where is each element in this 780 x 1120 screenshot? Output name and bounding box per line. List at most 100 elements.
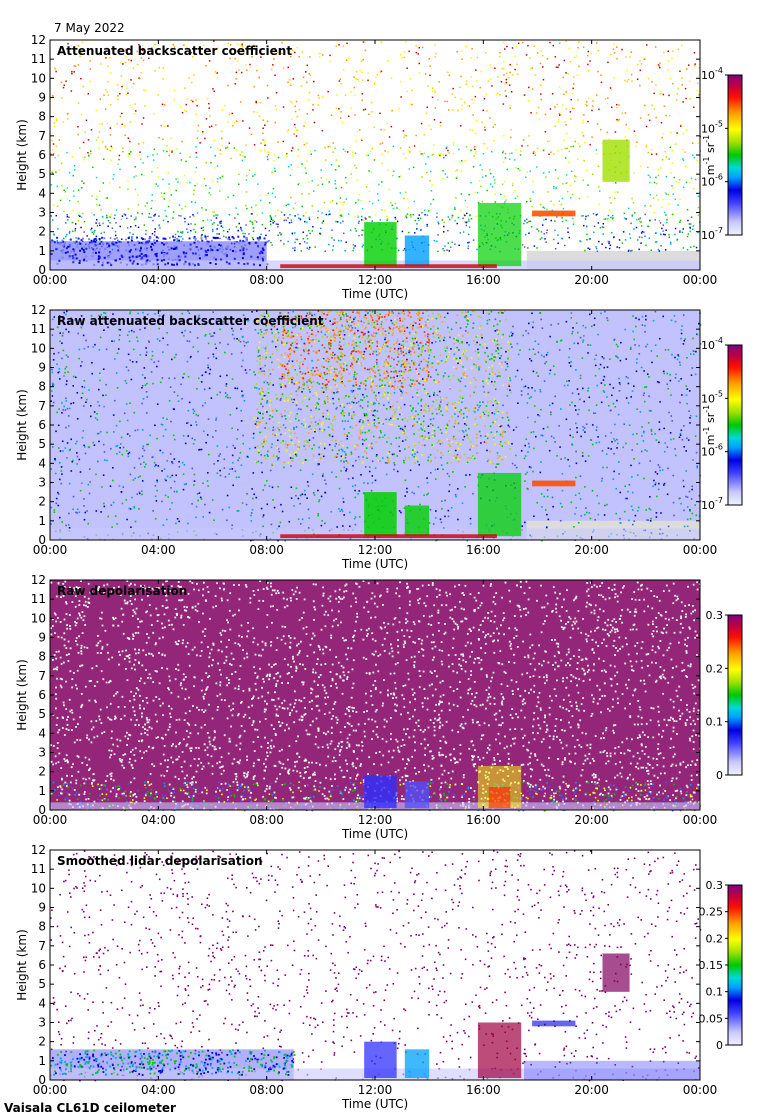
panel-title: Raw attenuated backscatter coefficient [57, 314, 324, 328]
y-tick-label: 6 [38, 688, 46, 702]
colorbar-tick-exponent: -5 [715, 389, 723, 398]
panel-title: Raw depolarisation [57, 584, 187, 598]
colorbar-unit: m-1 sr-1 [702, 135, 717, 175]
y-tick-label: 3 [38, 746, 46, 760]
y-axis-label: Height (km) [15, 929, 29, 1000]
colorbar-tick-exponent: -6 [715, 443, 723, 452]
colorbar-tick-label: 0.1 [706, 986, 724, 999]
y-tick-label: 9 [38, 631, 46, 645]
colorbar-tick-label: 0.3 [706, 879, 724, 892]
y-tick-label: 1 [38, 514, 46, 528]
colorbar-tick-label: 10-5 [701, 389, 723, 405]
y-tick-label: 2 [38, 765, 46, 779]
colorbar-tick-label: 0 [716, 769, 723, 782]
x-tick-label: 00:00 [683, 1083, 718, 1097]
y-tick-label: 9 [38, 901, 46, 915]
y-tick-label: 9 [38, 91, 46, 105]
y-axis-label: Height (km) [15, 119, 29, 190]
y-tick-label: 10 [31, 71, 46, 85]
colorbar-tick-label: 0.15 [699, 959, 724, 972]
colorbar-tick-exponent: -4 [715, 336, 723, 345]
y-tick-label: 11 [31, 592, 46, 606]
colorbar: 10-410-510-610-7m-1 sr-1 [701, 66, 743, 242]
y-tick-label: 6 [38, 418, 46, 432]
y-tick-label: 1 [38, 1054, 46, 1068]
colorbar-tick-label: 0.2 [706, 662, 724, 675]
x-tick-label: 00:00 [683, 273, 718, 287]
colorbar-tick-label: 0.25 [699, 906, 724, 919]
x-tick-label: 20:00 [574, 543, 609, 557]
x-tick-label: 12:00 [358, 813, 393, 827]
x-tick-label: 00:00 [683, 543, 718, 557]
colorbar: 0.3 0.2 0.1 0 [706, 609, 743, 782]
colorbar-tick-exponent: -5 [715, 119, 723, 128]
y-tick-label: 9 [38, 361, 46, 375]
colorbar-tick-label: 0.05 [699, 1012, 724, 1025]
heatmap-field [50, 580, 702, 812]
x-tick-label: 00:00 [33, 813, 68, 827]
y-tick-label: 12 [31, 303, 46, 317]
heatmap-field [50, 40, 701, 270]
panel-title: Attenuated backscatter coefficient [57, 44, 292, 58]
colorbar-tick-label: 0.2 [706, 932, 724, 945]
y-tick-label: 8 [38, 380, 46, 394]
colorbar-tick-exponent: -7 [715, 226, 723, 235]
y-tick-label: 10 [31, 881, 46, 895]
y-tick-label: 7 [38, 939, 46, 953]
colorbar-gradient [727, 614, 743, 776]
colorbar-tick-label: 10-7 [701, 496, 723, 512]
colorbar-tick-label: 10-7 [701, 226, 723, 242]
colorbar-tick-exponent: -6 [715, 173, 723, 182]
y-tick-label: 5 [38, 437, 46, 451]
y-axis-label: Height (km) [15, 389, 29, 460]
y-tick-label: 12 [31, 843, 46, 857]
y-tick-label: 8 [38, 650, 46, 664]
x-tick-label: 12:00 [358, 1083, 393, 1097]
y-tick-label: 7 [38, 129, 46, 143]
panel-title: Smoothed lidar depolarisation [57, 854, 263, 868]
y-tick-label: 8 [38, 920, 46, 934]
y-tick-label: 1 [38, 244, 46, 258]
x-tick-label: 00:00 [33, 1083, 68, 1097]
x-tick-label: 04:00 [141, 273, 176, 287]
y-tick-label: 4 [38, 726, 46, 740]
y-tick-label: 4 [38, 186, 46, 200]
x-tick-label: 00:00 [33, 543, 68, 557]
heatmap-field [50, 850, 702, 1082]
x-tick-label: 20:00 [574, 273, 609, 287]
x-tick-label: 16:00 [466, 273, 501, 287]
x-axis-label: Time (UTC) [341, 287, 408, 301]
y-tick-label: 3 [38, 476, 46, 490]
colorbar-gradient [727, 884, 743, 1046]
y-tick-label: 12 [31, 33, 46, 47]
y-tick-label: 0 [38, 803, 46, 817]
colorbar: 0.3 0.25 0.2 0.15 0.1 0.05 0 [699, 879, 743, 1052]
heatmap-field [50, 310, 702, 542]
x-tick-label: 00:00 [33, 273, 68, 287]
y-tick-label: 7 [38, 399, 46, 413]
y-tick-label: 0 [38, 263, 46, 277]
colorbar-tick-exponent: -4 [715, 66, 723, 75]
colorbar-gradient [727, 74, 743, 236]
y-tick-label: 3 [38, 206, 46, 220]
y-tick-label: 6 [38, 958, 46, 972]
y-tick-label: 11 [31, 52, 46, 66]
x-tick-label: 16:00 [466, 1083, 501, 1097]
y-tick-label: 0 [38, 1073, 46, 1087]
y-tick-label: 10 [31, 611, 46, 625]
y-tick-label: 5 [38, 707, 46, 721]
colorbar-tick-label: 0.1 [706, 716, 724, 729]
y-tick-label: 2 [38, 225, 46, 239]
y-tick-label: 8 [38, 110, 46, 124]
x-tick-label: 20:00 [574, 813, 609, 827]
y-axis-label: Height (km) [15, 659, 29, 730]
y-tick-label: 2 [38, 495, 46, 509]
colorbar-tick-label: 0.3 [706, 609, 724, 622]
x-axis-label: Time (UTC) [341, 1097, 408, 1111]
y-tick-label: 6 [38, 148, 46, 162]
